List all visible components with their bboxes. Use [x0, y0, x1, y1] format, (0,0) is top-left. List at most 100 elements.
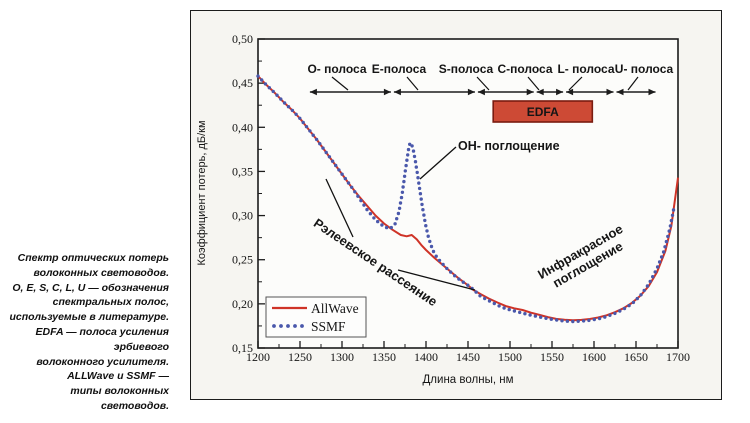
- ssmf-dot: [327, 155, 332, 159]
- ssmf-dot: [399, 195, 404, 200]
- band-arrowhead: [477, 88, 485, 96]
- y-axis-title: Коэффициент потерь, дБ/км: [196, 120, 208, 265]
- ssmf-dot: [282, 101, 287, 105]
- ssmf-dot: [311, 133, 315, 137]
- ssmf-dot: [478, 294, 482, 298]
- ssmf-dot: [670, 213, 675, 217]
- legend-ssmf-sample-dot: [300, 324, 304, 328]
- band-label: C-полоса: [497, 62, 552, 76]
- ssmf-dot: [608, 313, 612, 317]
- ssmf-dot: [483, 296, 487, 301]
- ssmf-dot: [286, 105, 291, 109]
- x-axis-title: Длина волны, нм: [423, 374, 514, 386]
- y-tick-label: 0,40: [232, 120, 253, 134]
- legend-ssmf-sample-dot: [286, 324, 290, 328]
- ssmf-dot: [372, 216, 376, 220]
- ssmf-dot: [256, 74, 260, 78]
- ssmf-dot: [657, 260, 662, 264]
- ssmf-dot: [544, 316, 548, 320]
- ssmf-dot: [397, 206, 402, 210]
- band-arrowhead: [648, 88, 656, 96]
- ssmf-dot: [403, 169, 407, 173]
- ssmf-dot: [413, 160, 418, 164]
- ssmf-dot: [571, 319, 575, 324]
- ssmf-dot: [422, 213, 426, 217]
- ssmf-dot: [304, 125, 309, 129]
- ssmf-dot: [359, 198, 363, 203]
- ssmf-dot: [434, 254, 438, 258]
- ssmf-dot: [330, 159, 335, 163]
- ssmf-dot: [576, 319, 580, 323]
- ssmf-dot: [507, 307, 511, 312]
- ssmf-dot: [368, 212, 373, 216]
- y-tick-label: 0,50: [232, 32, 253, 46]
- ssmf-dot: [406, 147, 411, 152]
- band-arrowhead: [309, 88, 317, 96]
- ssmf-dot: [645, 284, 650, 288]
- ssmf-dot: [597, 316, 602, 321]
- ssmf-dot: [425, 229, 429, 233]
- ssmf-dot: [474, 290, 478, 294]
- ssmf-dot: [340, 172, 344, 176]
- oh-absorption-label: ОН- поглощение: [458, 139, 560, 153]
- ssmf-dot: [396, 211, 401, 216]
- band-arrowhead: [606, 88, 614, 96]
- ssmf-dot: [400, 190, 405, 194]
- ssmf-dot: [560, 319, 564, 323]
- ssmf-dot: [622, 306, 627, 311]
- ssmf-dot: [279, 97, 283, 101]
- ssmf-dot: [613, 311, 617, 316]
- caption-line: типы волоконных световодов.: [70, 385, 169, 412]
- x-tick-label: 1350: [372, 350, 396, 364]
- ssmf-dot: [618, 309, 622, 313]
- ssmf-dot: [429, 244, 434, 249]
- ssmf-dot: [290, 108, 295, 113]
- edfa-band-box: [492, 100, 594, 123]
- ssmf-dot: [294, 112, 298, 117]
- ssmf-dot: [353, 190, 357, 194]
- ssmf-dot: [587, 318, 591, 323]
- ssmf-dot: [497, 304, 501, 308]
- ssmf-dot: [655, 265, 660, 269]
- ssmf-dot: [431, 249, 436, 254]
- ssmf-dot: [437, 258, 442, 263]
- caption-line: волоконных световодов.: [33, 266, 169, 279]
- rayleigh-leader-line-2: [397, 269, 476, 291]
- x-tick-label: 1500: [498, 350, 522, 364]
- band-arrowhead: [566, 88, 574, 96]
- band-label: O- полоса: [307, 62, 366, 76]
- ssmf-dot: [384, 225, 389, 230]
- ssmf-dot: [502, 306, 506, 310]
- ssmf-dot: [492, 301, 496, 306]
- ssmf-dot: [411, 149, 416, 153]
- x-tick-label: 1250: [288, 350, 312, 364]
- ssmf-dot: [398, 201, 403, 205]
- band-arrowhead: [556, 88, 564, 96]
- ssmf-dot: [337, 168, 341, 172]
- ssmf-dot: [424, 224, 428, 228]
- ssmf-dot: [648, 279, 652, 284]
- band-arrowhead: [467, 88, 475, 96]
- ssmf-dot: [667, 229, 671, 233]
- ssmf-dot: [631, 300, 636, 305]
- y-tick-label: 0,30: [232, 209, 253, 223]
- ssmf-dot: [466, 283, 470, 287]
- ssmf-dot: [421, 208, 425, 212]
- ssmf-dot: [346, 181, 351, 185]
- ssmf-dot: [362, 203, 366, 207]
- ssmf-dot: [659, 255, 664, 259]
- ssmf-dot: [663, 245, 667, 249]
- band-label: S-полоса: [439, 62, 494, 76]
- y-tick-label: 0,15: [232, 341, 253, 355]
- ssmf-dot: [404, 163, 408, 168]
- x-tick-label: 1550: [540, 350, 564, 364]
- band-arrowhead: [526, 88, 534, 96]
- ssmf-dot: [651, 275, 655, 279]
- ssmf-dot: [420, 202, 424, 207]
- ssmf-dot: [539, 315, 543, 319]
- legend-ssmf-sample-dot: [279, 324, 283, 328]
- ssmf-dot: [642, 288, 646, 293]
- ssmf-dot: [457, 277, 461, 281]
- band-arrowhead: [383, 88, 391, 96]
- ssmf-dot: [318, 142, 322, 146]
